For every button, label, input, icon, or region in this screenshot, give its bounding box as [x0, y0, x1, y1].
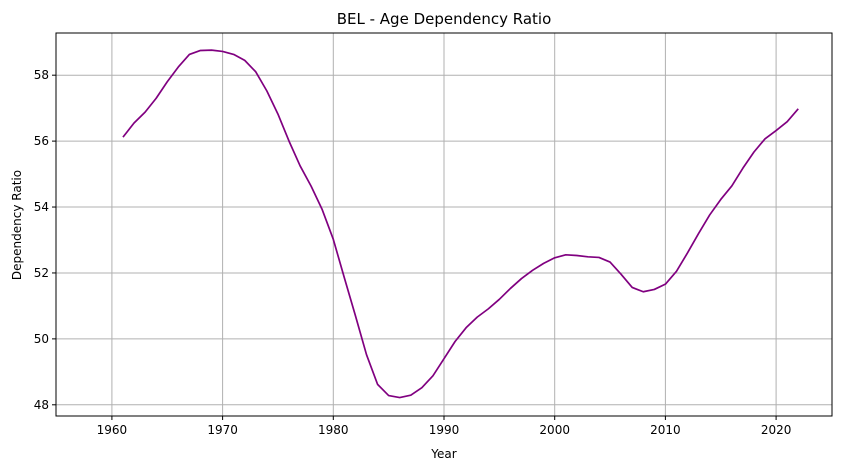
y-axis-label: Dependency Ratio: [10, 170, 24, 280]
y-axis-ticks: 48 50 52 54 56 58: [34, 68, 56, 412]
x-tick-label: 1970: [207, 423, 238, 437]
y-tick-label: 50: [34, 332, 49, 346]
x-tick-label: 1980: [318, 423, 349, 437]
x-tick-label: 2020: [761, 423, 792, 437]
x-tick-label: 2000: [539, 423, 570, 437]
y-tick-label: 54: [34, 200, 49, 214]
chart-title: BEL - Age Dependency Ratio: [337, 10, 552, 28]
x-axis-ticks: 1960 1970 1980 1990 2000 2010 2020: [97, 416, 792, 437]
x-tick-label: 1960: [97, 423, 128, 437]
y-tick-label: 52: [34, 266, 49, 280]
y-tick-label: 48: [34, 398, 49, 412]
series-line: [122, 49, 799, 399]
y-tick-label: 56: [34, 134, 49, 148]
x-axis-label: Year: [430, 447, 456, 461]
grid: [56, 33, 832, 416]
y-tick-label: 58: [34, 68, 49, 82]
x-tick-label: 2010: [650, 423, 681, 437]
series-layer: [122, 49, 799, 399]
x-tick-label: 1990: [429, 423, 460, 437]
